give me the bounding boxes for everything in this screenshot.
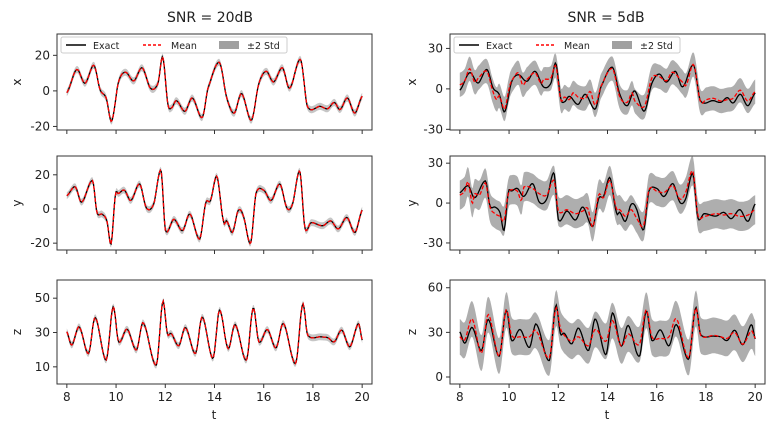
x-tick-label: 12 [551,390,566,404]
y-tick-label: 0 [42,84,50,98]
panel-y-0: -20 0 20 y [10,155,373,254]
x-tick-label: 16 [256,390,271,404]
std-band [66,166,363,248]
y-tick-label: 30 [428,156,443,170]
y-tick-label: -30 [423,236,443,250]
x-tick-label: 10 [108,390,123,404]
mean-line [459,306,756,359]
y-tick-label: 30 [35,326,50,340]
axes-frame [56,155,373,251]
y-axis-label: x [10,78,24,85]
x-tick-label: 12 [158,390,173,404]
legend: Exact Mean ±2 Std [60,36,288,54]
x-tick-label: 18 [698,390,713,404]
y-axis-label: y [10,199,24,206]
legend-band-swatch [219,41,239,49]
legend-exact-label: Exact [93,41,120,52]
y-tick-label: -30 [423,122,443,136]
legend-band-swatch [612,41,632,49]
y-tick-label: 0 [435,370,443,384]
std-band [459,156,756,242]
exact-line [459,171,756,232]
y-axis-label: x [405,78,419,85]
plot-area [66,297,363,369]
x-tick-label: 14 [207,390,222,404]
panel-z-0: 8 10 12 14 16 18 20 10 30 50 z [10,279,373,404]
x-tick-label: 20 [748,390,763,404]
y-tick-label: 20 [35,48,50,62]
mean-line [66,55,363,123]
legend-band-label: ±2 Std [640,41,673,52]
legend: Exact Mean ±2 Std [453,36,681,54]
plot-area [66,166,363,248]
xlabel-right: t [605,408,610,422]
panel-x-0: -20 0 20 x Exact Mean ±2 Std [10,33,373,134]
y-tick-label: 50 [35,291,50,305]
mean-line [66,168,363,246]
y-tick-label: 10 [35,360,50,374]
mean-line [66,298,363,366]
x-tick-label: 20 [355,390,370,404]
std-band [66,297,363,369]
panel-z-1: 8 10 12 14 16 18 20 0 30 60 z [405,279,766,404]
y-tick-label: 60 [428,281,443,295]
y-tick-label: 30 [428,325,443,339]
plot-area [459,52,756,122]
chart-title-left: SNR = 20dB [167,10,253,26]
legend-mean-label: Mean [564,41,590,52]
mean-line [459,63,756,111]
panel-y-1: -30 0 30 y [405,155,766,254]
plot-area [459,156,756,242]
y-tick-label: -20 [30,236,50,250]
legend-exact-label: Exact [486,41,513,52]
xlabel-left: t [212,408,217,422]
exact-line [66,298,363,366]
y-tick-label: -20 [30,119,50,133]
y-tick-label: 30 [428,41,443,55]
x-tick-label: 8 [63,390,71,404]
chart-title-right: SNR = 5dB [567,10,644,26]
mean-line [459,169,756,229]
x-tick-label: 8 [456,390,464,404]
axes-frame [56,279,373,385]
x-tick-label: 16 [649,390,664,404]
legend-mean-label: Mean [171,41,197,52]
y-tick-label: 0 [435,196,443,210]
panel-x-1: -30 0 30 x Exact Mean ±2 Std [405,33,766,136]
y-axis-label: y [405,199,419,206]
y-axis-label: z [10,329,24,335]
x-tick-label: 14 [600,390,615,404]
legend-band-label: ±2 Std [247,41,280,52]
plot-area [459,289,756,376]
y-axis-label: z [405,329,419,335]
x-tick-label: 18 [305,390,320,404]
plot-area [66,53,363,125]
y-tick-label: 0 [42,202,50,216]
x-tick-label: 10 [501,390,516,404]
y-tick-label: 0 [435,82,443,96]
y-tick-label: 20 [35,168,50,182]
std-band [459,289,756,376]
std-band [66,53,363,125]
std-band [459,52,756,122]
